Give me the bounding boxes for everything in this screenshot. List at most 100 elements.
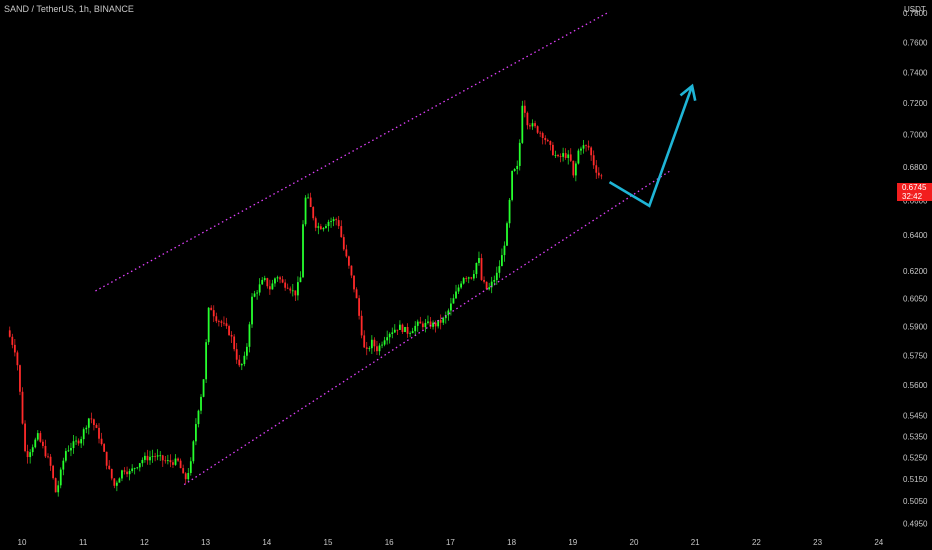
- candle-body: [427, 321, 429, 323]
- candle-body: [490, 281, 493, 288]
- candle-body: [549, 141, 552, 145]
- candle-body: [302, 224, 304, 278]
- candle-body: [202, 379, 205, 397]
- candle-body: [42, 441, 44, 446]
- candle-body: [404, 326, 406, 333]
- candle-body: [353, 275, 355, 290]
- candle-body: [100, 438, 103, 445]
- candle-body: [8, 330, 11, 337]
- candle-body: [531, 123, 534, 127]
- last-price-tag: 0.6745 32:42: [897, 183, 932, 201]
- candle-body: [80, 439, 83, 444]
- channel-line-lower[interactable]: [183, 169, 672, 486]
- candle-body: [149, 456, 151, 461]
- candle-body: [444, 315, 447, 319]
- candle-body: [24, 423, 26, 452]
- candle-body: [322, 228, 325, 230]
- candle-body: [462, 278, 465, 284]
- y-tick-label: 0.5450: [903, 412, 928, 421]
- candle-body: [240, 364, 243, 366]
- candle-body: [442, 318, 445, 323]
- candle-body: [332, 219, 335, 222]
- x-tick-label: 17: [446, 538, 455, 547]
- candle-body: [574, 163, 577, 176]
- candle-body: [179, 460, 182, 469]
- candle-body: [52, 465, 55, 479]
- candle-body: [495, 272, 498, 281]
- candle-body: [580, 148, 582, 151]
- candle-body: [511, 170, 514, 200]
- candle-body: [595, 165, 598, 173]
- candle-body: [156, 455, 159, 457]
- candle-body: [268, 286, 271, 290]
- candle-body: [534, 123, 536, 127]
- candle-body: [516, 165, 519, 170]
- candle-body: [409, 333, 412, 334]
- candle-body: [475, 262, 478, 275]
- candle-body: [44, 445, 47, 457]
- candle-body: [569, 154, 572, 161]
- candle-body: [144, 455, 146, 460]
- candle-body: [416, 321, 419, 326]
- candle-body: [552, 144, 554, 156]
- candle-body: [314, 218, 317, 228]
- candle-body: [207, 307, 210, 343]
- candle-body: [21, 391, 24, 424]
- y-tick-label: 0.5600: [903, 381, 928, 390]
- candle-body: [577, 150, 580, 164]
- candle-body: [16, 352, 19, 366]
- candle-body: [358, 298, 361, 316]
- candle-body: [396, 329, 399, 331]
- candle-body: [355, 289, 358, 299]
- candle-body: [554, 155, 557, 156]
- candle-body: [592, 155, 595, 166]
- candle-body: [506, 223, 508, 246]
- candle-body: [85, 427, 88, 430]
- candle-body: [401, 324, 404, 333]
- x-tick-label: 10: [18, 538, 27, 547]
- y-axis: 0.7800 0.7600 0.7400 0.7200 0.7000 0.6800 0.66…: [903, 9, 928, 528]
- x-tick-label: 19: [568, 538, 577, 547]
- candle-body: [126, 471, 128, 475]
- candle-body: [368, 348, 371, 349]
- candle-body: [557, 155, 559, 157]
- candle-body: [62, 460, 65, 470]
- candle-body: [386, 337, 389, 341]
- candle-body: [503, 245, 506, 256]
- y-tick-label: 0.7600: [903, 38, 928, 47]
- candle-body: [192, 441, 195, 462]
- candle-body: [383, 340, 386, 345]
- candle-body: [54, 478, 57, 493]
- candle-body: [388, 333, 391, 338]
- candle-body: [136, 467, 139, 469]
- y-tick-label: 0.6050: [903, 294, 928, 303]
- candle-body: [110, 468, 113, 479]
- candle-body: [39, 433, 42, 442]
- candle-body: [279, 277, 281, 280]
- candle-body: [271, 283, 274, 290]
- candle-body: [363, 335, 366, 348]
- candle-body: [572, 160, 575, 176]
- candle-body: [470, 277, 473, 279]
- y-tick-label: 0.6400: [903, 231, 928, 240]
- candle-body: [455, 291, 457, 299]
- candle-body: [29, 452, 32, 458]
- candle-body: [67, 450, 70, 452]
- candle-body: [406, 326, 409, 334]
- candle-body: [87, 418, 90, 428]
- candle-body: [585, 145, 587, 147]
- candle-body: [36, 433, 39, 440]
- candle-body: [118, 478, 121, 483]
- candle-body: [309, 197, 312, 208]
- projection-path[interactable]: [608, 85, 694, 208]
- candle-body: [174, 458, 177, 465]
- candle-body: [350, 265, 353, 276]
- y-tick-label: 0.4950: [903, 520, 928, 529]
- candle-body: [508, 199, 511, 224]
- y-tick-label: 0.7400: [903, 68, 928, 77]
- candle-body: [251, 296, 253, 325]
- candle-body: [115, 482, 118, 486]
- candle-body: [225, 323, 228, 327]
- channel-line-upper[interactable]: [95, 11, 610, 292]
